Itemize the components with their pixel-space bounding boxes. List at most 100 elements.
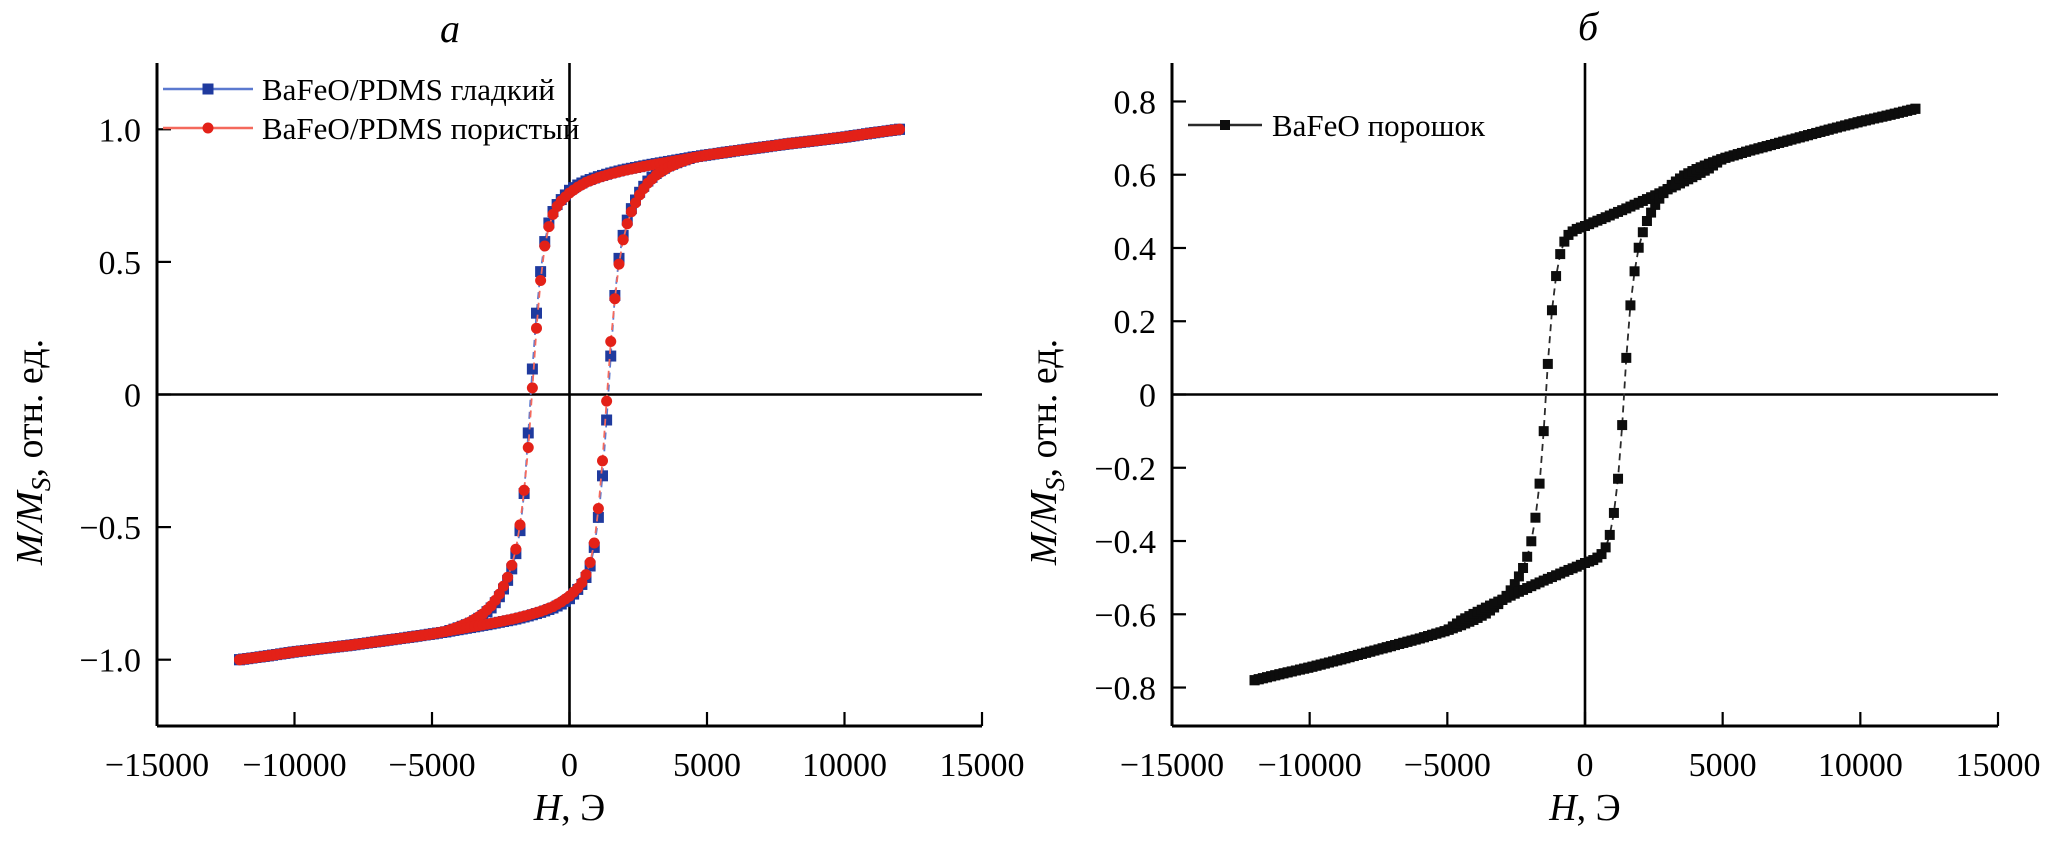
data-marker — [1613, 473, 1624, 484]
data-marker — [1538, 426, 1549, 437]
data-marker — [539, 240, 551, 252]
legend-label: BaFeO/PDMS пористый — [262, 111, 580, 146]
data-marker — [535, 266, 547, 278]
data-marker — [543, 221, 555, 233]
data-marker — [1608, 507, 1619, 518]
x-tick-label: −10000 — [1258, 747, 1362, 784]
y-tick-label: 0.8 — [1114, 84, 1157, 121]
data-marker — [1604, 529, 1615, 540]
data-marker — [613, 258, 625, 270]
legend-item-bafeo-порошок: BaFeO порошок — [1188, 108, 1486, 143]
y-tick-label: −0.4 — [1094, 524, 1156, 561]
x-tick-label: −5000 — [1404, 747, 1491, 784]
panel-б: −15000 −10000 −5000 0 5000 10000 150000.80.60.… — [1023, 4, 2041, 829]
data-marker — [592, 503, 604, 515]
data-marker — [601, 395, 613, 407]
data-marker — [613, 252, 625, 264]
data-marker — [531, 322, 542, 334]
x-tick-label: 15000 — [1956, 747, 2041, 784]
x-tick-label: −15000 — [1120, 747, 1224, 784]
y-axis: 0.8 0.6 0.4 0.2 0 −0.2 −0.4 −0.6 −0.8 — [1094, 84, 1186, 708]
data-marker — [514, 525, 526, 537]
data-marker — [1617, 420, 1628, 431]
data-marker — [502, 571, 514, 583]
data-marker — [522, 427, 534, 439]
y-axis-label: M/MS, отн. ед. — [9, 339, 56, 566]
y-tick-label: 0 — [1139, 378, 1156, 415]
x-axis: −15000 −10000 −5000 0 5000 10000 15000 — [105, 712, 1025, 784]
data-marker — [526, 363, 538, 375]
x-tick-label: −5000 — [388, 747, 475, 784]
y-axis: 1.0 0.5 0 −0.5 −1.0 — [79, 112, 171, 680]
data-marker — [1625, 300, 1636, 311]
panel-title: б — [1578, 4, 1600, 49]
data-marker — [1646, 207, 1657, 218]
data-marker — [1654, 193, 1665, 204]
data-marker — [621, 218, 633, 230]
data-marker — [1551, 271, 1562, 282]
data-marker — [609, 293, 621, 305]
y-tick-label: −0.6 — [1094, 597, 1156, 634]
data-marker — [1600, 542, 1611, 553]
x-tick-label: 10000 — [1818, 747, 1903, 784]
data-marker — [617, 234, 629, 246]
legend-marker — [202, 83, 214, 95]
data-marker — [584, 556, 596, 568]
x-axis-label: H, Э — [1548, 787, 1621, 829]
data-marker — [1546, 305, 1557, 316]
data-marker — [1530, 512, 1541, 523]
data-marker — [605, 335, 617, 347]
y-tick-label: −0.8 — [1094, 671, 1156, 708]
legend: BaFeO порошок — [1188, 108, 1486, 143]
data-marker — [1509, 579, 1520, 590]
data-marker — [597, 470, 608, 482]
data-marker — [1559, 236, 1570, 247]
panel-title: а — [440, 6, 460, 51]
legend-label: BaFeO порошок — [1272, 108, 1486, 143]
legend-label: BaFeO/PDMS гладкий — [262, 72, 555, 107]
data-marker — [605, 350, 617, 362]
data-marker — [1621, 352, 1632, 363]
x-tick-label: 10000 — [802, 747, 887, 784]
legend-marker — [1220, 120, 1230, 130]
data-marker — [1910, 103, 1921, 114]
y-tick-label: 0.5 — [99, 245, 142, 282]
y-tick-label: 0.6 — [1114, 158, 1157, 195]
x-tick-label: 15000 — [940, 747, 1025, 784]
legend-item-bafeo-pdms-пористый: BaFeO/PDMS пористый — [163, 111, 580, 146]
legend: BaFeO/PDMS гладкий BaFeO/PDMS пористый — [163, 72, 580, 146]
x-tick-label: −15000 — [105, 747, 209, 784]
legend-item-bafeo-pdms-гладкий: BaFeO/PDMS гладкий — [163, 72, 555, 107]
data-marker — [1513, 571, 1524, 582]
x-tick-label: 5000 — [673, 747, 741, 784]
data-marker — [1522, 551, 1533, 562]
y-tick-label: 0.2 — [1114, 304, 1157, 341]
y-tick-label: −0.5 — [79, 510, 141, 547]
y-tick-label: −0.2 — [1094, 451, 1156, 488]
y-axis-label: M/MS, отн. ед. — [1023, 339, 1070, 566]
legend-marker — [202, 122, 214, 134]
data-marker — [1555, 249, 1566, 260]
data-marker — [510, 543, 522, 555]
x-tick-label: 0 — [1577, 747, 1594, 784]
y-tick-label: 1.0 — [99, 112, 142, 149]
data-marker — [1633, 242, 1644, 253]
data-marker — [535, 274, 547, 286]
x-tick-label: 0 — [561, 747, 578, 784]
data-marker — [1518, 563, 1529, 574]
y-tick-label: 0.4 — [1114, 231, 1157, 268]
data-marker — [1526, 536, 1537, 547]
data-marker — [514, 519, 526, 531]
data-marker — [498, 580, 509, 592]
data-marker — [597, 455, 608, 467]
y-tick-label: 0 — [124, 378, 141, 415]
data-marker — [625, 206, 637, 218]
series-bafeo-pdms-пористый — [234, 123, 905, 666]
data-marker — [588, 537, 600, 549]
data-marker — [1629, 266, 1640, 277]
x-tick-label: −10000 — [242, 747, 346, 784]
x-axis: −15000 −10000 −5000 0 5000 10000 15000 — [1120, 712, 2041, 784]
data-marker — [1542, 358, 1553, 369]
